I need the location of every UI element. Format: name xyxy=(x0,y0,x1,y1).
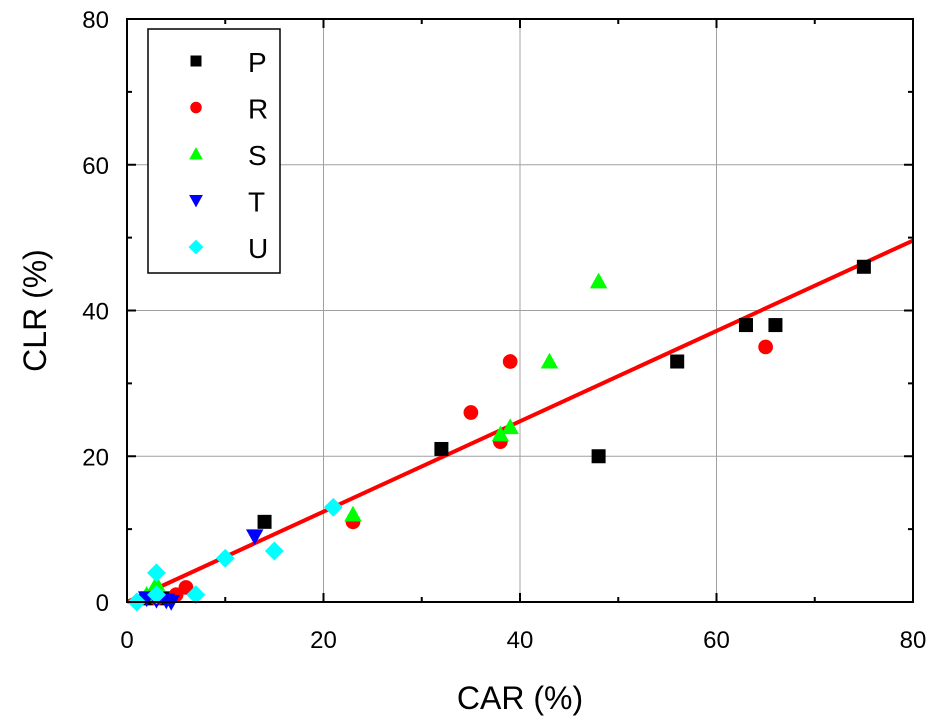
y-tick-label: 0 xyxy=(96,590,109,617)
data-point-p xyxy=(670,354,685,369)
data-point-r xyxy=(463,405,479,420)
axis-ticks xyxy=(126,18,914,603)
data-point-u xyxy=(147,563,166,583)
data-point-p xyxy=(257,514,272,529)
data-point-p xyxy=(434,441,449,456)
data-point-t xyxy=(245,529,264,546)
x-tick-label: 60 xyxy=(703,627,730,654)
data-point-u xyxy=(147,585,166,605)
x-tick-label: 20 xyxy=(310,627,337,654)
legend-label-p: P xyxy=(248,47,267,78)
x-tick-label: 80 xyxy=(900,627,927,654)
y-tick-label: 60 xyxy=(82,153,109,180)
data-point-p xyxy=(856,259,871,274)
data-point-u xyxy=(215,548,235,568)
legend-marker-r xyxy=(190,101,202,114)
data-point-p xyxy=(591,449,606,464)
y-tick-label: 40 xyxy=(82,299,109,326)
tick-labels: 0 20 40 60 80 0 20 40 60 80 xyxy=(82,7,926,654)
data-point-s xyxy=(589,272,608,289)
fit-line xyxy=(126,238,914,604)
x-tick-label: 0 xyxy=(120,627,133,654)
y-tick-label: 80 xyxy=(82,7,109,34)
data-point-r xyxy=(502,354,518,369)
legend-label-u: U xyxy=(248,233,268,264)
data-point-s xyxy=(491,425,510,442)
data-point-s xyxy=(344,505,362,522)
x-tick-label: 40 xyxy=(507,627,534,654)
legend-label-s: S xyxy=(248,140,267,171)
legend-label-t: T xyxy=(248,187,265,218)
y-tick-label: 20 xyxy=(82,444,109,471)
legend-marker-p xyxy=(190,55,202,67)
data-point-s xyxy=(501,418,519,435)
data-point-u xyxy=(323,497,343,517)
legend-marker-s xyxy=(189,147,203,160)
data-point-p xyxy=(738,318,753,333)
data-point-r xyxy=(758,339,773,355)
data-point-u xyxy=(264,541,284,561)
y-axis-label: CLR (%) xyxy=(17,249,53,372)
data-point-p xyxy=(768,318,783,333)
x-axis-label: CAR (%) xyxy=(457,680,583,716)
fit-line-group xyxy=(126,238,914,604)
data-point-u xyxy=(186,585,206,605)
legend-marker-u xyxy=(188,239,204,255)
legend-box xyxy=(147,28,281,274)
legend-marker-t xyxy=(189,195,203,208)
data-point-s xyxy=(147,575,166,591)
data-point-s xyxy=(540,352,559,369)
legend-label-r: R xyxy=(248,94,268,125)
